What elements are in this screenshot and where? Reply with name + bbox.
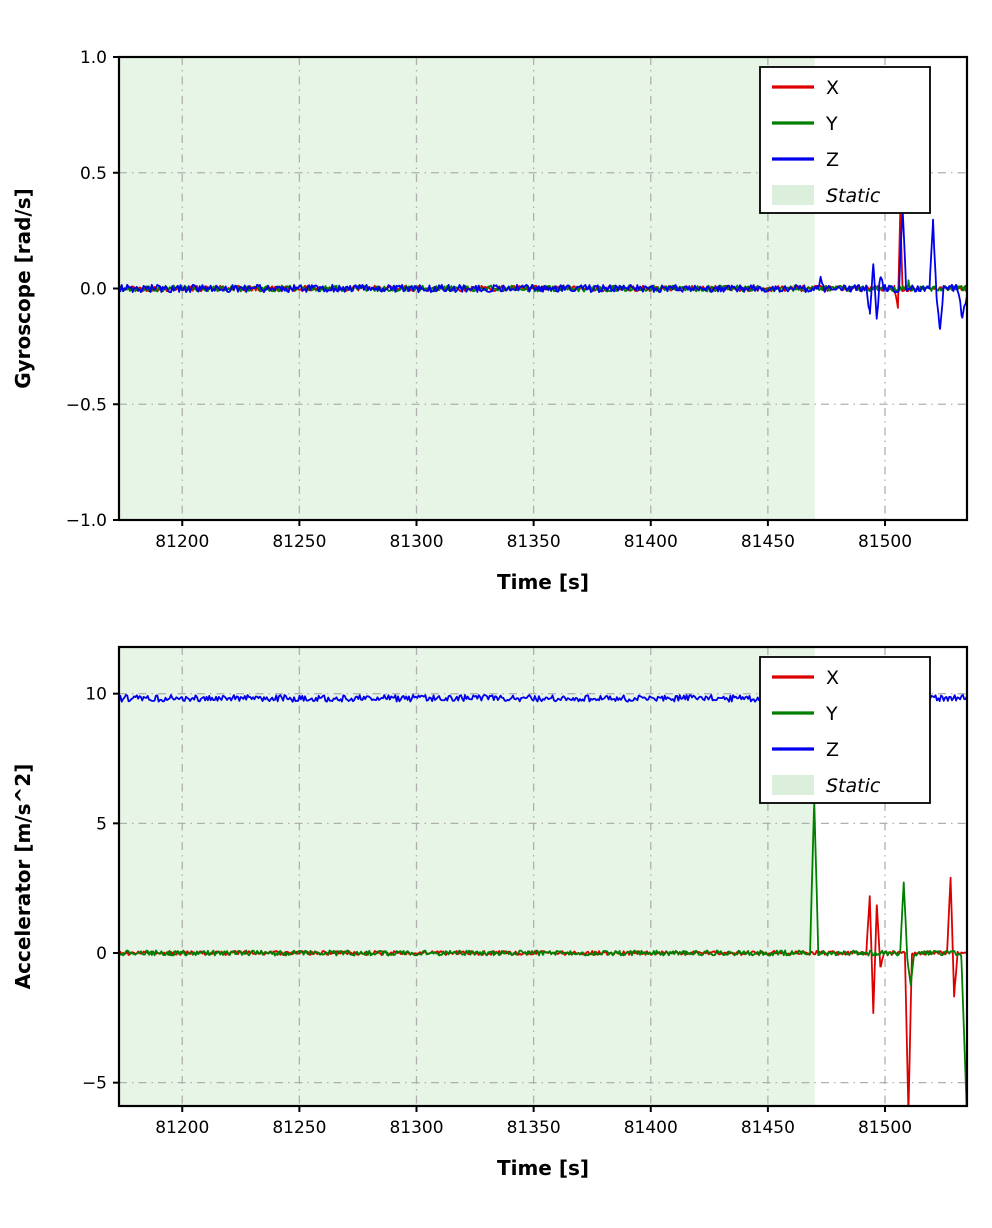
y-tick-label: 0.0 <box>80 280 107 300</box>
legend-entry-label: Z <box>826 149 839 171</box>
gyroscope-chart: 81200 81250 81300 81350 81400 81450 81500−1.0−… <box>11 48 969 594</box>
x-ticks: 81200 81250 81300 81350 81400 81450 81500 <box>155 520 912 552</box>
legend-entry-label: X <box>826 667 839 689</box>
x-tick-label: 81250 <box>272 1118 326 1138</box>
x-tick-label: 81450 <box>741 1118 795 1138</box>
axes-frame <box>117 645 969 1108</box>
legend: XYZ Static <box>759 656 931 804</box>
legend-entry-label: Z <box>826 739 839 761</box>
x-axis-label: Time [s] <box>497 1156 589 1180</box>
x-axis-label: Time [s] <box>497 570 589 594</box>
x-tick-label: 81200 <box>155 532 209 552</box>
y-ticks: −1.0 −0.5 0.0 0.5 1.0 <box>66 48 119 531</box>
legend-entry-label: Y <box>825 113 838 135</box>
y-tick-label: −1.0 <box>66 511 107 531</box>
y-tick-label: 5 <box>96 814 107 834</box>
accelerator-plot-area <box>119 647 967 1106</box>
x-tick-label: 81200 <box>155 1118 209 1138</box>
legend: XYZ Static <box>759 66 931 214</box>
accelerator-chart: 81200 81250 81300 81350 81400 81450 81500 −5 0 5 1… <box>11 645 969 1180</box>
x-ticks: 81200 81250 81300 81350 81400 81450 81500 <box>155 1106 912 1138</box>
legend-entry-label: X <box>826 77 839 99</box>
x-tick-label: 81300 <box>389 532 443 552</box>
gyroscope-plot-area <box>119 57 967 520</box>
y-ticks: −5 0 5 10 <box>82 685 119 1094</box>
y-tick-label: −0.5 <box>66 395 107 415</box>
static-region <box>119 647 815 1106</box>
x-tick-label: 81350 <box>507 532 561 552</box>
x-tick-label: 81300 <box>389 1118 443 1138</box>
gyroscope-plot: 81200 81250 81300 81350 81400 81450 81500 −1.0−… <box>11 48 969 594</box>
y-axis-label: Gyroscope [rad/s] <box>11 188 35 389</box>
x-tick-label: 81400 <box>624 1118 678 1138</box>
y-axis-label: Accelerator [m/s^2] <box>11 764 35 990</box>
y-tick-label: 0.5 <box>80 164 107 184</box>
y-tick-label: 10 <box>85 685 107 705</box>
x-tick-label: 81500 <box>858 1118 912 1138</box>
x-tick-label: 81250 <box>272 532 326 552</box>
gyroscope-series-z-line <box>119 204 967 330</box>
y-tick-label: 1.0 <box>80 48 107 68</box>
x-tick-label: 81350 <box>507 1118 561 1138</box>
legend-patch-sample <box>772 775 814 795</box>
x-tick-label: 81400 <box>624 532 678 552</box>
legend-entry-label: Y <box>825 703 838 725</box>
x-tick-label: 81500 <box>858 532 912 552</box>
legend-entry-label: Static <box>826 775 881 797</box>
y-tick-label: −5 <box>82 1074 107 1094</box>
legend-entry-label: Static <box>826 185 881 207</box>
accelerator-plot: 81200 81250 81300 81350 81400 81450 81500 −5 0 5 1… <box>0 614 992 1228</box>
x-tick-label: 81450 <box>741 532 795 552</box>
y-tick-label: 0 <box>96 944 107 964</box>
accelerator-series-y-line <box>119 800 967 1106</box>
legend-patch-sample <box>772 185 814 205</box>
